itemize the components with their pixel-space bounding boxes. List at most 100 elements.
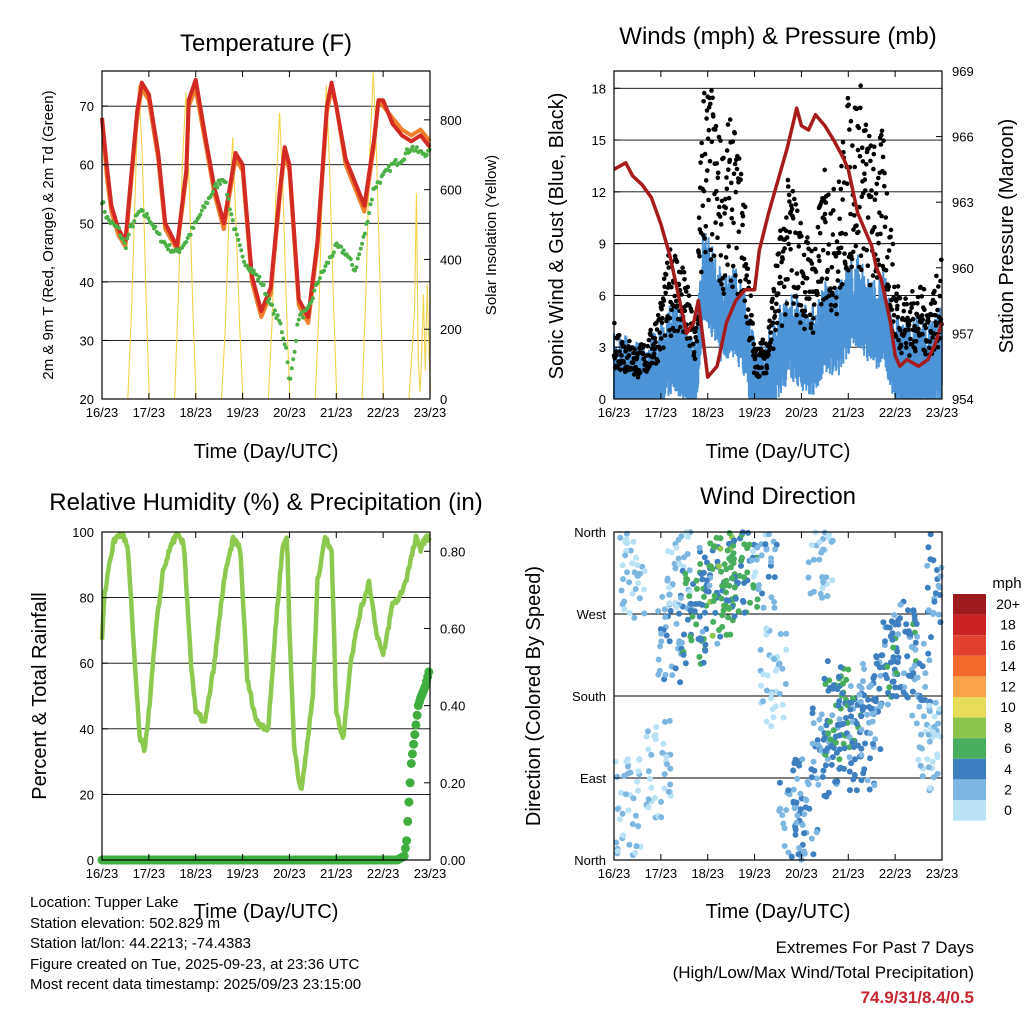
direction-point	[884, 701, 891, 708]
gust-point	[926, 319, 931, 324]
gust-point	[878, 142, 884, 147]
gust-point	[783, 312, 788, 317]
gust-point	[886, 284, 892, 289]
gust-point	[876, 262, 882, 268]
direction-point	[792, 826, 799, 833]
gust-point	[815, 224, 821, 230]
gust-point	[826, 242, 832, 247]
direction-point	[876, 664, 883, 671]
direction-point	[870, 740, 876, 747]
gust-point	[787, 199, 792, 204]
direction-point	[748, 557, 755, 564]
direction-point	[731, 584, 738, 591]
direction-point	[853, 787, 860, 794]
direction-point	[858, 685, 865, 692]
direction-point	[858, 726, 865, 733]
gust-point	[703, 249, 708, 255]
gust-point	[672, 293, 677, 299]
gust-point	[856, 229, 861, 235]
gust-point	[730, 139, 736, 144]
winds-y-tick-label: 3	[599, 340, 606, 355]
gust-point	[923, 351, 928, 357]
gust-point	[859, 145, 865, 150]
dewpoint-point	[242, 259, 246, 264]
direction-point	[721, 583, 728, 590]
extremes-title: Extremes For Past 7 Days	[775, 938, 974, 957]
gust-point	[870, 273, 876, 278]
gust-point	[726, 244, 731, 249]
gust-point	[791, 301, 796, 306]
gust-point	[717, 214, 723, 219]
gust-point	[784, 215, 789, 220]
gust-point	[801, 252, 807, 258]
humidity-line	[99, 531, 432, 792]
dewpoint-point	[146, 216, 151, 221]
gust-point	[695, 321, 701, 327]
gust-point	[743, 262, 749, 267]
speed-legend-label: 16	[1000, 637, 1016, 653]
winds-x-tick-label: 16/23	[598, 405, 631, 420]
gust-point	[714, 188, 719, 194]
gust-point	[785, 177, 791, 183]
direction-point	[934, 754, 941, 761]
temperature-x-tick-label: 22/23	[367, 405, 400, 420]
direction-point	[861, 666, 868, 672]
gust-point	[794, 271, 800, 276]
direction-point	[799, 756, 806, 763]
gust-point	[901, 308, 907, 314]
direction-point	[810, 758, 817, 765]
gust-point	[718, 253, 724, 258]
gust-point	[709, 88, 714, 93]
gust-point	[867, 282, 873, 288]
temperature-y2-tick-label: 200	[440, 322, 462, 337]
gust-point	[694, 338, 700, 344]
direction-point	[792, 831, 799, 838]
direction-x-tick-label: 18/23	[691, 866, 724, 881]
direction-point	[777, 631, 784, 637]
extremes-box: Extremes For Past 7 Days (High/Low/Max W…	[673, 935, 974, 1010]
direction-point	[856, 691, 863, 698]
gust-point	[882, 170, 887, 176]
direction-point	[724, 547, 731, 554]
direction-point	[714, 640, 721, 647]
winds-series	[611, 83, 944, 399]
direction-point	[926, 708, 933, 715]
gust-point	[773, 327, 778, 333]
dewpoint-point	[226, 196, 231, 201]
dewpoint-point	[350, 263, 355, 267]
speed-legend-label: 6	[1004, 740, 1012, 756]
direction-point	[617, 534, 624, 541]
gust-point	[899, 350, 904, 356]
gust-point	[908, 336, 913, 342]
direction-point	[620, 576, 626, 583]
gust-point	[915, 301, 920, 306]
direction-point	[721, 561, 728, 568]
direction-point	[760, 604, 767, 611]
winds-y2-tick-label: 969	[952, 64, 974, 79]
gust-point	[785, 277, 790, 282]
direction-point	[822, 762, 829, 769]
gust-point	[711, 114, 716, 119]
gust-point	[668, 333, 674, 339]
direction-point	[771, 598, 778, 605]
direction-point	[705, 588, 712, 595]
dewpoint-point	[254, 272, 259, 277]
direction-point	[824, 593, 831, 599]
direction-point	[741, 609, 748, 616]
direction-point	[819, 585, 826, 591]
gust-point	[652, 336, 658, 341]
direction-point	[810, 851, 817, 858]
humidity-series	[97, 531, 434, 865]
gust-point	[850, 143, 855, 148]
direction-point	[783, 646, 790, 653]
direction-point	[885, 689, 892, 696]
gust-point	[868, 158, 873, 164]
direction-point	[891, 612, 898, 618]
gust-point	[817, 258, 822, 264]
winds-panel: Winds (mph) & Pressure (mb) Sonic Wind &…	[546, 23, 1018, 463]
gust-point	[771, 289, 777, 294]
direction-point	[793, 799, 800, 806]
gust-point	[746, 279, 752, 285]
dewpoint-point	[202, 205, 207, 210]
